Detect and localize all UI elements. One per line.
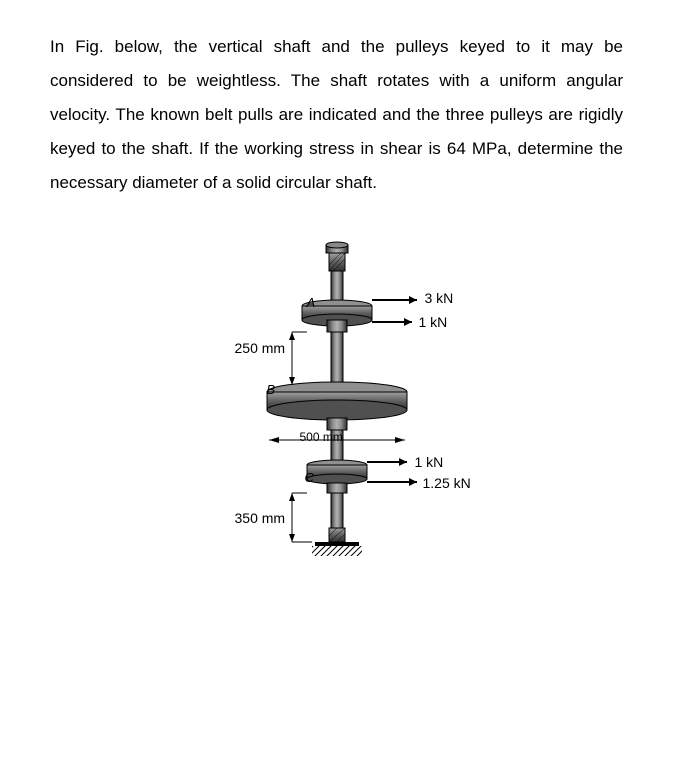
problem-statement: In Fig. below, the vertical shaft and th…	[50, 30, 623, 200]
dim-label-250: 250 mm	[235, 340, 286, 356]
point-label-b: B	[267, 382, 276, 397]
shaft-pulley-figure: 3 kN 1 kN 1 kN 1.25 kN 250 mm 500 mm 350…	[187, 240, 487, 570]
force-label-c-top: 1 kN	[415, 454, 444, 470]
force-label-a-bottom: 1 kN	[419, 314, 448, 330]
point-label-c: C	[305, 470, 314, 485]
dim-label-500: 500 mm	[300, 430, 343, 444]
force-label-c-bottom: 1.25 kN	[423, 475, 471, 491]
point-label-a: A	[307, 295, 316, 310]
figure-container: 3 kN 1 kN 1 kN 1.25 kN 250 mm 500 mm 350…	[50, 240, 623, 590]
dim-label-350: 350 mm	[235, 510, 286, 526]
force-label-a-top: 3 kN	[425, 290, 454, 306]
